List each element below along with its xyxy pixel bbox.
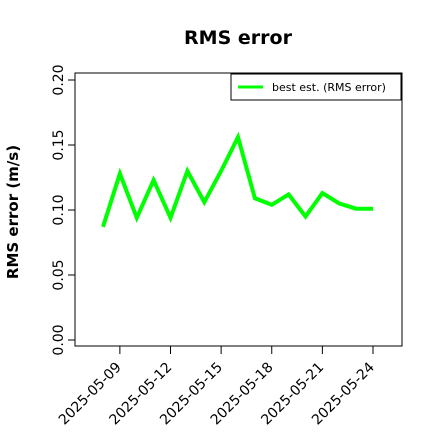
y-tick-label: 0.05 xyxy=(51,259,67,290)
y-tick-label: 0.10 xyxy=(51,194,67,225)
y-tick-label: 0.00 xyxy=(51,324,67,355)
series-layer xyxy=(101,131,373,228)
series-line xyxy=(101,131,373,228)
y-tick-label: 0.20 xyxy=(51,64,67,95)
chart-title: RMS error xyxy=(184,27,293,49)
y-axis: 0.00 0.05 0.10 0.15 0.20 xyxy=(51,64,75,356)
x-axis: 2025-05-092025-05-122025-05-152025-05-18… xyxy=(56,346,378,428)
y-axis-label: RMS error (m/s) xyxy=(4,145,22,279)
legend-label: best est. (RMS error) xyxy=(272,81,386,94)
y-tick-label: 0.15 xyxy=(51,129,67,160)
legend: best est. (RMS error) xyxy=(230,73,402,101)
